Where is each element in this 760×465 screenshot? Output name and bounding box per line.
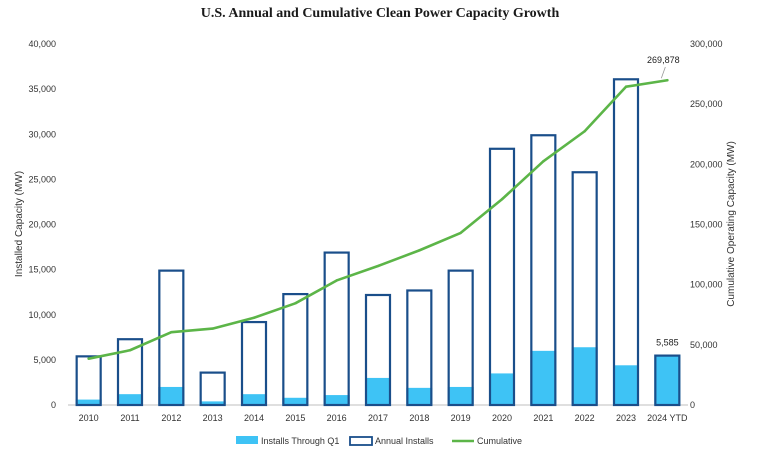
bar-installs-through-q1 [199,401,226,405]
x-axis-tick-label: 2022 [575,413,595,423]
line-series [87,78,669,360]
bar-installs-through-q1 [158,386,185,405]
left-axis-tick-label: 20,000 [28,220,56,230]
bar-annual-installs [282,292,309,407]
x-axis-tick-label: 2023 [616,413,636,423]
bar-installs-through-q1 [571,347,598,405]
annotations: 269,878 5,585 [647,55,680,348]
cumulative-point [211,327,214,330]
bar-installs-through-q1 [447,386,474,405]
category-labels: 2010 2011 2012 2013 2014 2015 2016 2017 2018 2019… [79,413,688,423]
legend: Installs Through Q1 Annual Installs Cumula… [236,436,522,446]
left-axis-tick-label: 30,000 [28,129,56,139]
annotation-cumulative-total: 269,878 [647,55,680,65]
legend-swatch-annual-installs [349,436,373,446]
left-axis-tick-label: 0 [51,400,56,410]
cumulative-point [624,85,628,88]
bar-installs-through-q1 [241,394,267,405]
x-axis-tick-label: 2019 [451,413,471,423]
cumulative-point [252,316,256,319]
x-axis-tick-label: 2021 [533,413,553,423]
x-axis-tick-label: 2017 [368,413,388,423]
right-axis-tick-label: 0 [690,400,695,410]
right-axis-tick-label: 100,000 [690,280,723,290]
bar-annual-installs [364,293,392,407]
cumulative-point [666,79,669,82]
legend-label-installs-through-q1: Installs Through Q1 [261,436,339,446]
x-axis-tick-label: 2018 [409,413,429,423]
left-axis-title: Installed Capacity (MW) [14,171,25,277]
left-axis-ticks: 0 5,000 10,000 15,000 20,000 25,000 30,000 35,0… [28,39,56,410]
x-axis-tick-label: 2011 [120,413,139,423]
cumulative-point [376,264,380,268]
right-axis-tick-label: 150,000 [690,220,723,230]
annotation-ytd-value: 5,585 [656,338,679,348]
left-axis-tick-label: 10,000 [28,310,56,320]
bar-installs-through-q1 [282,397,309,405]
left-axis-tick-label: 35,000 [28,84,56,94]
left-axis-tick-label: 5,000 [33,355,56,365]
bar-annual-installs [571,171,598,407]
x-axis-tick-label: 2014 [244,413,264,423]
bar-installs-through-q1 [613,365,639,405]
bar-installs-through-q1 [489,373,515,405]
cumulative-point [294,302,297,305]
cumulative-point [459,231,462,235]
bar-annual-installs [447,269,474,407]
right-axis-tick-label: 250,000 [690,99,723,109]
bar-annual-installs [612,78,640,407]
bar-annual-installs [240,320,268,407]
cumulative-point [87,357,90,360]
legend-label-annual-installs: Annual Installs [375,436,434,446]
right-axis-tick-label: 300,000 [690,39,723,49]
right-axis-title: Cumulative Operating Capacity (MW) [726,141,737,307]
left-axis-tick-label: 25,000 [28,174,56,184]
x-axis-tick-label: 2015 [285,413,305,423]
cumulative-point [335,279,338,282]
bar-annual-installs [158,269,185,407]
bar-annual-installs [488,147,516,407]
bar-installs-through-q1 [75,399,102,405]
bar-installs-through-q1 [530,350,557,405]
cumulative-point [583,130,586,133]
bar-series [75,78,681,407]
bar-installs-through-q1 [654,354,681,405]
x-axis-tick-label: 2010 [79,413,99,423]
bar-annual-installs [406,289,433,407]
bar-annual-installs [75,355,102,407]
x-axis-tick-label: 2013 [203,413,223,423]
left-axis-tick-label: 15,000 [28,265,56,275]
right-axis-tick-label: 50,000 [690,340,718,350]
x-axis-tick-label: 2024 YTD [647,413,688,423]
right-axis-ticks: 0 50,000 100,000 150,000 200,000 250,000 300,0… [690,39,723,410]
cumulative-point [542,160,545,163]
cumulative-point [418,249,421,252]
cumulative-point [170,330,173,334]
bar-annual-installs [199,371,226,407]
cumulative-point [500,198,504,201]
bar-annual-installs [530,134,557,407]
bar-installs-through-q1 [323,395,350,405]
annotation-leader-line [660,66,666,79]
right-axis-tick-label: 200,000 [690,159,723,169]
x-axis-tick-label: 2020 [492,413,512,423]
cumulative-point [128,349,132,352]
cumulative-line [87,78,669,360]
bar-installs-through-q1 [117,394,143,405]
legend-label-cumulative: Cumulative [477,436,522,446]
legend-swatch-installs-through-q1 [236,436,258,444]
x-axis-tick-label: 2016 [327,413,347,423]
chart-title: U.S. Annual and Cumulative Clean Power C… [201,6,560,21]
bar-annual-installs [654,354,681,407]
x-axis-tick-label: 2012 [161,413,181,423]
bar-annual-installs [323,251,350,407]
bar-installs-through-q1 [365,377,391,405]
bar-annual-installs [116,338,144,407]
bar-installs-through-q1 [406,387,433,405]
left-axis-tick-label: 40,000 [28,39,56,49]
